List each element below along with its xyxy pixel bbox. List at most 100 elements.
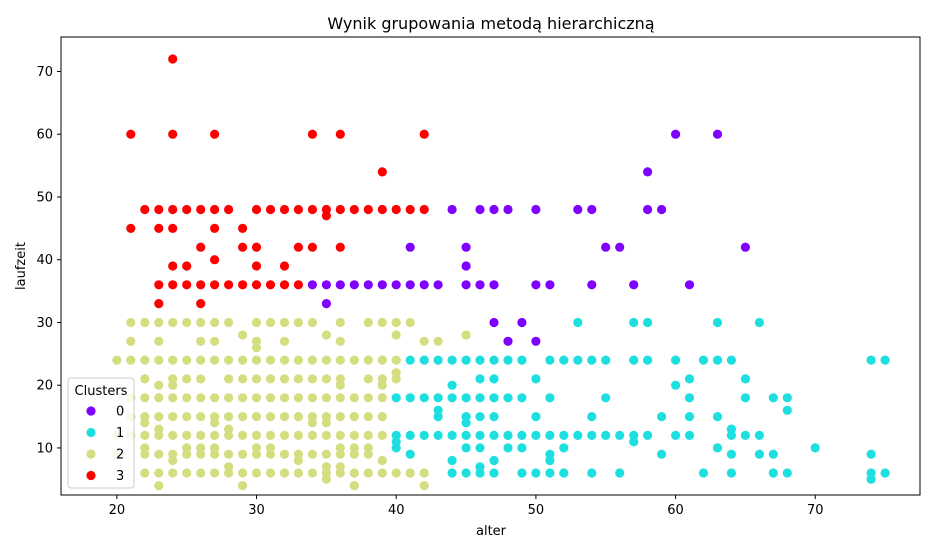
data-point bbox=[293, 468, 303, 478]
data-point bbox=[210, 336, 220, 346]
data-point bbox=[182, 393, 192, 403]
data-point bbox=[726, 430, 737, 440]
data-point bbox=[405, 280, 415, 290]
data-point bbox=[251, 204, 262, 215]
data-point bbox=[349, 393, 359, 403]
data-point bbox=[461, 355, 471, 365]
data-point bbox=[405, 355, 415, 365]
data-point bbox=[224, 412, 234, 422]
data-point bbox=[475, 412, 485, 422]
data-point bbox=[168, 374, 178, 384]
y-tick-label: 20 bbox=[36, 379, 53, 394]
data-point bbox=[531, 374, 541, 384]
data-point bbox=[182, 317, 192, 328]
data-point bbox=[489, 355, 499, 365]
data-point bbox=[154, 430, 164, 440]
data-point bbox=[377, 455, 387, 466]
y-tick-label: 10 bbox=[36, 441, 53, 456]
data-point bbox=[461, 393, 471, 403]
data-point bbox=[489, 374, 499, 384]
data-point bbox=[629, 280, 639, 290]
y-tick-label: 30 bbox=[36, 316, 53, 331]
data-point bbox=[126, 336, 136, 346]
data-point bbox=[726, 424, 737, 434]
data-point bbox=[433, 412, 443, 422]
data-point bbox=[461, 430, 471, 440]
data-point bbox=[321, 330, 331, 340]
legend-items: 0 1 2 3 bbox=[86, 405, 124, 484]
data-point bbox=[419, 393, 429, 403]
data-point bbox=[517, 468, 527, 478]
data-point bbox=[754, 430, 765, 440]
data-point bbox=[279, 468, 290, 478]
data-point bbox=[224, 280, 234, 290]
x-tick-label: 50 bbox=[528, 503, 545, 518]
data-point bbox=[307, 317, 317, 328]
data-point bbox=[363, 449, 373, 459]
data-point bbox=[531, 412, 541, 422]
data-point bbox=[293, 242, 303, 252]
data-point bbox=[335, 336, 345, 346]
data-point bbox=[293, 280, 303, 290]
data-point bbox=[279, 204, 290, 215]
data-point bbox=[140, 204, 150, 215]
data-point bbox=[377, 167, 387, 177]
data-point bbox=[475, 355, 485, 365]
legend-marker bbox=[86, 427, 96, 438]
data-point bbox=[210, 129, 220, 139]
y-tick-label: 70 bbox=[36, 65, 53, 80]
data-point bbox=[643, 204, 653, 215]
data-point bbox=[405, 317, 415, 328]
data-point bbox=[782, 405, 792, 415]
data-point bbox=[377, 355, 387, 365]
data-point bbox=[405, 468, 415, 478]
data-point bbox=[657, 204, 667, 215]
data-point bbox=[224, 424, 234, 434]
data-point bbox=[363, 204, 373, 215]
data-point bbox=[279, 449, 290, 459]
data-point bbox=[307, 468, 317, 478]
data-point bbox=[531, 430, 541, 440]
data-point bbox=[196, 374, 206, 384]
data-point bbox=[154, 449, 164, 459]
data-point bbox=[587, 412, 597, 422]
data-point bbox=[671, 430, 681, 440]
data-point bbox=[447, 468, 457, 478]
data-point bbox=[335, 412, 345, 422]
data-point bbox=[293, 455, 303, 466]
data-point bbox=[405, 242, 415, 252]
data-point bbox=[251, 430, 262, 440]
data-point bbox=[251, 393, 262, 403]
data-point bbox=[126, 317, 136, 328]
data-point bbox=[489, 430, 499, 440]
data-point bbox=[377, 430, 387, 440]
data-point bbox=[182, 449, 192, 459]
data-point bbox=[461, 330, 471, 340]
data-point bbox=[391, 330, 401, 340]
data-point bbox=[224, 393, 234, 403]
data-point bbox=[684, 393, 695, 403]
data-point bbox=[196, 280, 206, 290]
data-point bbox=[154, 468, 164, 478]
data-point bbox=[545, 393, 555, 403]
data-point bbox=[559, 430, 569, 440]
data-point bbox=[335, 430, 345, 440]
data-point bbox=[489, 280, 499, 290]
data-point bbox=[363, 374, 373, 384]
data-point bbox=[475, 393, 485, 403]
data-point bbox=[587, 430, 597, 440]
data-point bbox=[447, 455, 457, 466]
data-point bbox=[335, 317, 345, 328]
data-point bbox=[461, 443, 471, 453]
data-point bbox=[196, 242, 206, 252]
data-point bbox=[321, 393, 331, 403]
data-point bbox=[224, 462, 234, 472]
data-point bbox=[265, 443, 276, 453]
data-point bbox=[210, 223, 220, 233]
data-point bbox=[363, 412, 373, 422]
legend-label: 3 bbox=[116, 469, 124, 484]
series-cluster-1 bbox=[391, 317, 890, 484]
data-point bbox=[307, 129, 317, 139]
data-point bbox=[866, 449, 876, 459]
legend-label: 0 bbox=[116, 405, 124, 420]
